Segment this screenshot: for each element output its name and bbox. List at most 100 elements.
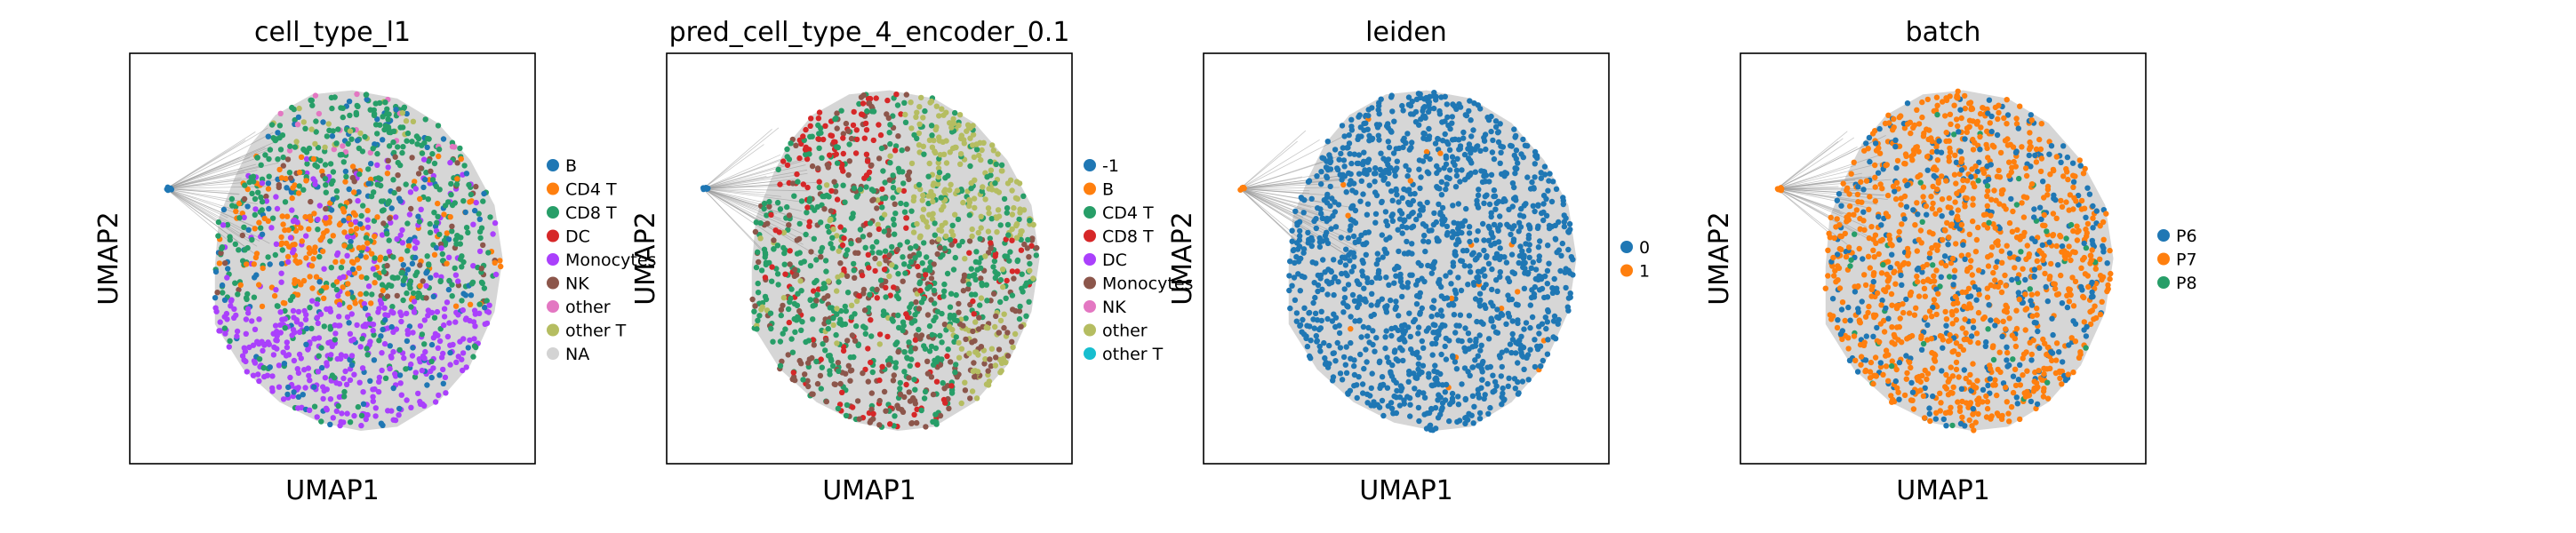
scatter-point (415, 213, 421, 219)
scatter-point (307, 378, 313, 384)
neighbor-edge (702, 172, 808, 189)
scatter-point (1908, 364, 1914, 371)
neighbor-edge (1777, 188, 1868, 195)
scatter-point (1524, 143, 1531, 149)
scatter-point (2076, 157, 2083, 163)
scatter-point (866, 100, 873, 107)
scatter-point (1975, 309, 1982, 316)
scatter-point (953, 291, 959, 298)
scatter-point (1545, 306, 1551, 314)
scatter-point (798, 198, 805, 204)
scatter-point (278, 270, 284, 276)
scatter-point (236, 200, 243, 207)
scatter-point (236, 215, 243, 221)
scatter-point (454, 176, 460, 182)
scatter-point (997, 298, 1004, 306)
scatter-point (1343, 370, 1350, 376)
scatter-point (434, 308, 441, 315)
scatter-point (1345, 390, 1351, 396)
scatter-point (459, 298, 465, 304)
scatter-point (992, 180, 998, 187)
scatter-point (1013, 221, 1020, 227)
scatter-point (382, 99, 388, 106)
scatter-point (327, 326, 333, 332)
scatter-point (1479, 179, 1486, 186)
scatter-point (1481, 200, 1487, 206)
scatter-point (343, 381, 350, 387)
scatter-point (427, 229, 434, 235)
scatter-point (930, 182, 937, 188)
scatter-point (860, 370, 866, 377)
scatter-point (894, 102, 901, 108)
scatter-point (1358, 178, 1365, 184)
scatter-point (1915, 211, 1921, 218)
scatter-point (322, 176, 329, 182)
scatter-point (1450, 203, 1456, 209)
scatter-point (322, 144, 328, 150)
scatter-point (952, 211, 958, 218)
scatter-point (1443, 155, 1450, 162)
scatter-point (1412, 386, 1418, 392)
scatter-point (1447, 269, 1453, 275)
scatter-point (1963, 375, 1969, 382)
scatter-point (1442, 397, 1449, 403)
scatter-point (1528, 294, 1535, 301)
scatter-point (2056, 349, 2062, 355)
scatter-point (330, 196, 336, 203)
legend-label: other T (565, 322, 627, 341)
scatter-point (972, 338, 978, 344)
scatter-point (412, 374, 419, 380)
scatter-point (1974, 378, 1980, 384)
scatter-point (889, 243, 895, 251)
scatter-point (1540, 357, 1547, 364)
scatter-point (939, 356, 945, 362)
scatter-point (908, 99, 914, 106)
scatter-point (1356, 133, 1362, 139)
scatter-point (970, 328, 976, 335)
scatter-point (2072, 278, 2079, 285)
scatter-point (1931, 297, 1938, 303)
neighbor-edge (702, 188, 804, 245)
scatter-point (316, 203, 323, 209)
scatter-point (1442, 216, 1448, 223)
scatter-points (1237, 90, 1576, 434)
scatter-point (901, 209, 908, 215)
scatter-point (1452, 359, 1459, 365)
scatter-point (372, 255, 378, 261)
scatter-point (1420, 390, 1427, 396)
scatter-point (1557, 267, 1564, 274)
scatter-point (922, 388, 929, 395)
scatter-point (971, 154, 978, 161)
scatter-point (1332, 147, 1339, 153)
scatter-point (2083, 333, 2090, 339)
neighbor-edge (165, 188, 245, 214)
scatter-point (1444, 114, 1451, 121)
scatter-point (1372, 348, 1378, 354)
neighbor-edge (702, 158, 781, 189)
scatter-point (948, 124, 955, 131)
neighbor-edge (165, 188, 249, 206)
scatter-point (1348, 326, 1354, 332)
scatter-point (1404, 199, 1412, 206)
scatter-point (1556, 219, 1562, 226)
scatter-point (279, 240, 285, 246)
scatter-point (1487, 363, 1494, 370)
scatter-point (1003, 236, 1009, 243)
scatter-point (943, 138, 949, 144)
scatter-point (265, 254, 271, 260)
scatter-point (882, 179, 888, 186)
scatter-point (1027, 218, 1033, 224)
scatter-point (844, 247, 851, 253)
scatter-point (415, 171, 422, 177)
legend-marker (1084, 300, 1096, 313)
scatter-point (992, 268, 998, 275)
scatter-point (309, 285, 316, 291)
scatter-point (811, 288, 817, 294)
scatter-point (1393, 187, 1399, 194)
neighbor-edge (165, 188, 228, 219)
scatter-point (222, 330, 228, 337)
scatter-point (907, 398, 914, 404)
scatter-point (256, 356, 263, 362)
scatter-point (263, 193, 269, 200)
scatter-point (798, 327, 804, 333)
